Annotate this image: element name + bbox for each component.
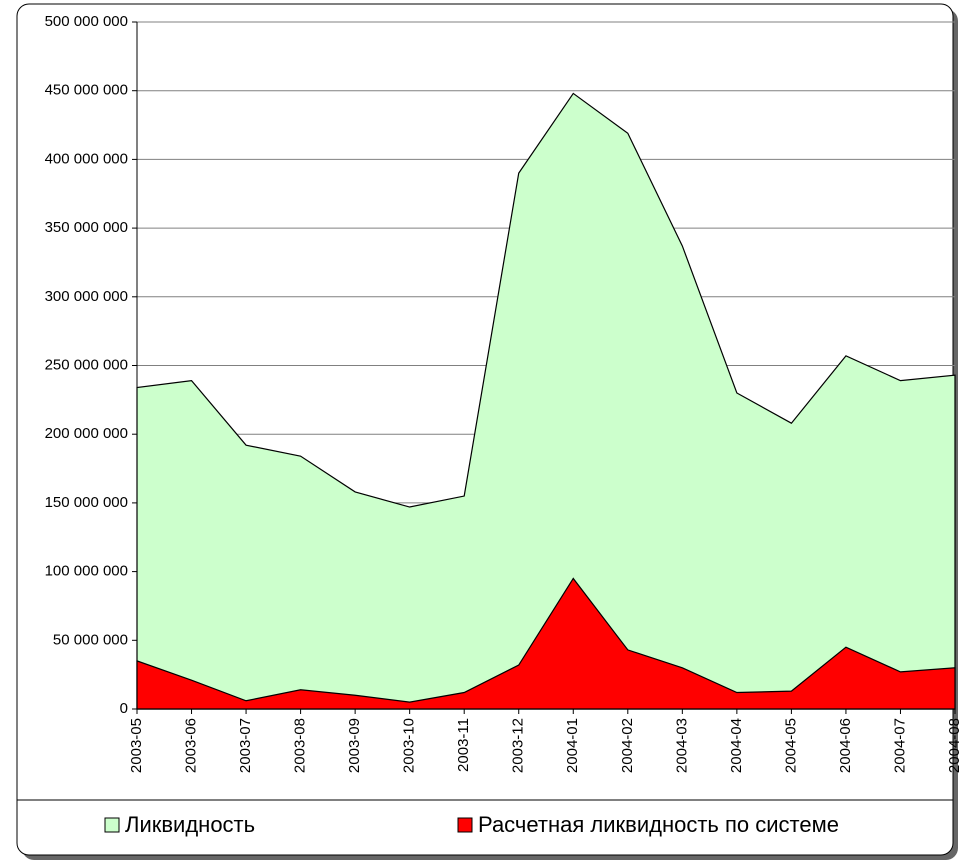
legend-label: Ликвидность — [125, 812, 255, 837]
x-tick-label: 2003-05 — [128, 718, 145, 773]
x-tick-label: 2003-11 — [455, 718, 472, 772]
x-tick-label: 2003-10 — [401, 718, 418, 773]
x-tick-label: 2003-06 — [183, 718, 200, 773]
x-tick-label: 2003-12 — [510, 718, 527, 773]
x-tick-label: 2004-01 — [564, 718, 581, 773]
y-tick-label: 250 000 000 — [45, 356, 128, 373]
x-tick-label: 2003-09 — [346, 718, 363, 773]
y-tick-label: 450 000 000 — [45, 82, 128, 99]
x-tick-label: 2004-04 — [728, 718, 745, 773]
y-tick-label: 400 000 000 — [45, 150, 128, 167]
x-tick-label: 2003-07 — [237, 718, 254, 773]
y-tick-label: 200 000 000 — [45, 425, 128, 442]
y-tick-label: 100 000 000 — [45, 563, 128, 580]
x-tick-label: 2004-08 — [946, 718, 961, 773]
y-tick-label: 0 — [120, 700, 128, 717]
x-tick-label: 2004-07 — [891, 718, 908, 773]
legend-swatch — [457, 817, 473, 833]
legend-swatch — [104, 817, 120, 833]
y-tick-label: 300 000 000 — [45, 288, 128, 305]
x-tick-label: 2004-06 — [837, 718, 854, 773]
x-tick-label: 2003-08 — [292, 718, 309, 773]
y-tick-label: 50 000 000 — [53, 631, 128, 648]
x-tick-label: 2004-03 — [673, 718, 690, 773]
area — [136, 92, 956, 710]
y-tick-label: 150 000 000 — [45, 494, 128, 511]
area — [136, 577, 956, 710]
y-tick-label: 500 000 000 — [45, 13, 128, 30]
y-tick-label: 350 000 000 — [45, 219, 128, 236]
x-tick-label: 2004-05 — [782, 718, 799, 773]
legend-label: Расчетная ликвидность по системе — [478, 812, 839, 837]
x-tick-label: 2004-02 — [619, 718, 636, 773]
